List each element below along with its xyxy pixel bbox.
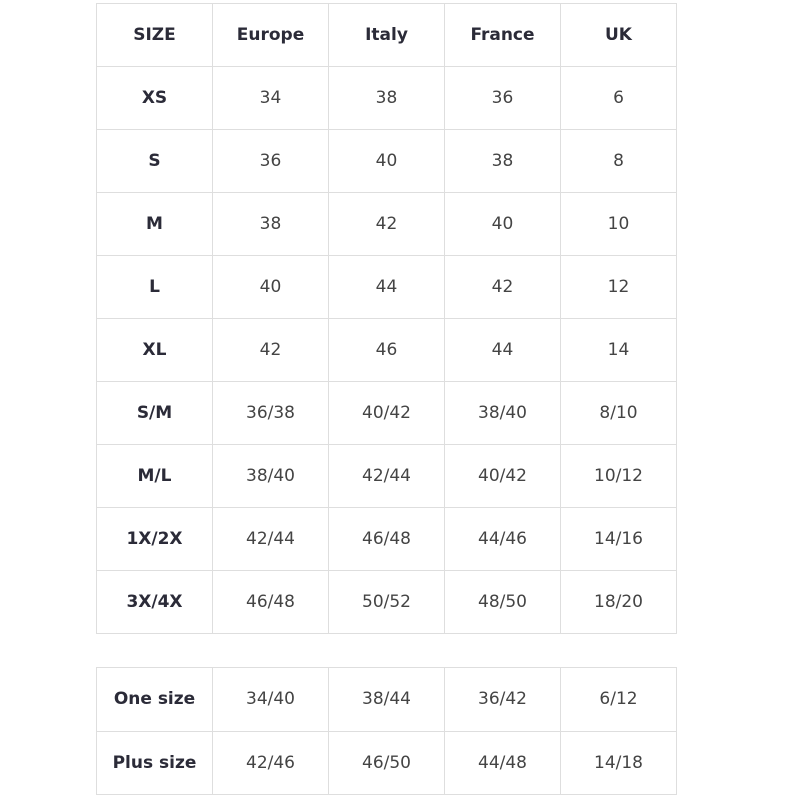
table-cell: 38/40 xyxy=(444,381,561,445)
table-cell: 34 xyxy=(212,66,329,130)
row-label: XL xyxy=(96,318,213,382)
table-cell: 38 xyxy=(444,129,561,193)
table-cell: 40 xyxy=(444,192,561,256)
table-cell: 36 xyxy=(444,66,561,130)
table-cell: 46 xyxy=(328,318,445,382)
table-cell: 40 xyxy=(328,129,445,193)
table-cell: 40 xyxy=(212,255,329,319)
table-cell: 42 xyxy=(212,318,329,382)
row-label: XS xyxy=(96,66,213,130)
table-cell: 44/46 xyxy=(444,507,561,571)
table-cell: 12 xyxy=(560,255,677,319)
table-cell: 8/10 xyxy=(560,381,677,445)
table-cell: 34/40 xyxy=(212,667,329,732)
table-cell: 36/42 xyxy=(444,667,561,732)
table-cell: 10/12 xyxy=(560,444,677,508)
table-cell: 36 xyxy=(212,129,329,193)
column-header-france: France xyxy=(444,3,561,67)
table-cell: 50/52 xyxy=(328,570,445,634)
table-cell: 8 xyxy=(560,129,677,193)
table-cell: 36/38 xyxy=(212,381,329,445)
column-header-europe: Europe xyxy=(212,3,329,67)
table-cell: 42/44 xyxy=(212,507,329,571)
row-label: One size xyxy=(96,667,213,732)
table-row: XL 42 46 44 14 xyxy=(96,318,677,382)
table-cell: 46/48 xyxy=(328,507,445,571)
table-row: M/L 38/40 42/44 40/42 10/12 xyxy=(96,444,677,508)
table-row: 3X/4X 46/48 50/52 48/50 18/20 xyxy=(96,570,677,634)
table-row: S/M 36/38 40/42 38/40 8/10 xyxy=(96,381,677,445)
table-cell: 38/44 xyxy=(328,667,445,732)
row-label: S xyxy=(96,129,213,193)
table-cell: 42 xyxy=(328,192,445,256)
table-cell: 42 xyxy=(444,255,561,319)
column-header-size: SIZE xyxy=(96,3,213,67)
table-row: Plus size 42/46 46/50 44/48 14/18 xyxy=(96,730,677,795)
column-header-uk: UK xyxy=(560,3,677,67)
table-cell: 44 xyxy=(328,255,445,319)
table-row: XS 34 38 36 6 xyxy=(96,66,677,130)
table-row: One size 34/40 38/44 36/42 6/12 xyxy=(96,667,677,732)
table-cell: 18/20 xyxy=(560,570,677,634)
table-cell: 42/44 xyxy=(328,444,445,508)
table-cell: 46/50 xyxy=(328,730,445,795)
table-cell: 14/16 xyxy=(560,507,677,571)
table-row: L 40 44 42 12 xyxy=(96,255,677,319)
table-row: S 36 40 38 8 xyxy=(96,129,677,193)
table-row: 1X/2X 42/44 46/48 44/46 14/16 xyxy=(96,507,677,571)
table-cell: 10 xyxy=(560,192,677,256)
column-header-italy: Italy xyxy=(328,3,445,67)
table-cell: 40/42 xyxy=(444,444,561,508)
size-conversion-table: SIZE Europe Italy France UK XS 34 38 36 6 S 36 40 38… xyxy=(96,3,677,634)
table-cell: 14/18 xyxy=(560,730,677,795)
row-label: S/M xyxy=(96,381,213,445)
table-cell: 42/46 xyxy=(212,730,329,795)
table-cell: 38/40 xyxy=(212,444,329,508)
row-label: 3X/4X xyxy=(96,570,213,634)
table-cell: 38 xyxy=(212,192,329,256)
table-cell: 48/50 xyxy=(444,570,561,634)
table-cell: 6/12 xyxy=(560,667,677,732)
table-header-row: SIZE Europe Italy France UK xyxy=(96,3,677,67)
row-label: L xyxy=(96,255,213,319)
table-row: M 38 42 40 10 xyxy=(96,192,677,256)
row-label: M/L xyxy=(96,444,213,508)
row-label: Plus size xyxy=(96,730,213,795)
row-label: 1X/2X xyxy=(96,507,213,571)
table-cell: 6 xyxy=(560,66,677,130)
table-cell: 14 xyxy=(560,318,677,382)
table-cell: 44/48 xyxy=(444,730,561,795)
table-cell: 38 xyxy=(328,66,445,130)
row-label: M xyxy=(96,192,213,256)
special-sizes-table: One size 34/40 38/44 36/42 6/12 Plus size 42/4… xyxy=(96,667,677,795)
table-cell: 40/42 xyxy=(328,381,445,445)
table-cell: 44 xyxy=(444,318,561,382)
table-cell: 46/48 xyxy=(212,570,329,634)
